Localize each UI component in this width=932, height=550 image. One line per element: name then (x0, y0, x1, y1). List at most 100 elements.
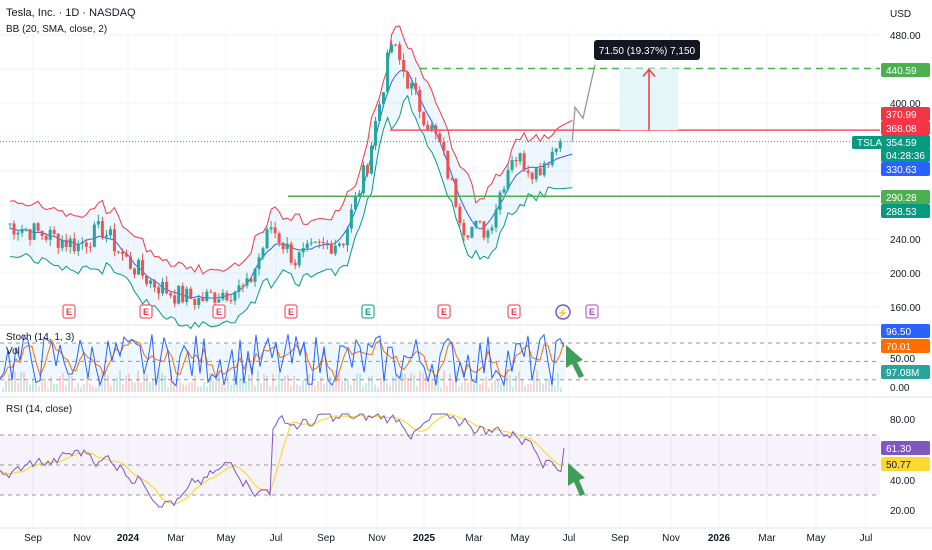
candle-body (157, 287, 161, 294)
volume-bar (425, 376, 427, 392)
volume-bar (98, 375, 100, 392)
volume-bar (68, 374, 70, 392)
rsi-label[interactable]: RSI (14, close) (6, 404, 73, 415)
candle-body (378, 104, 382, 121)
rsi-line (0, 413, 565, 508)
vol-label[interactable]: Vol (6, 346, 20, 357)
x-tick-label: May (807, 533, 826, 544)
candle-body (426, 124, 430, 130)
volume-bar (236, 381, 238, 392)
volume-bar (20, 371, 22, 392)
candle-body (56, 233, 60, 248)
volume-bar (101, 370, 103, 392)
volume-bar (29, 384, 31, 392)
candle-body (52, 229, 56, 234)
volume-bar (257, 370, 259, 392)
price-tag-bg (881, 339, 930, 353)
volume-bar (389, 385, 391, 392)
volume-bar (437, 374, 439, 392)
candle-body (229, 300, 233, 302)
candle-body (317, 241, 321, 243)
price-tag: 330.63 (881, 162, 930, 176)
volume-bar (548, 378, 550, 392)
candle-body (249, 278, 253, 282)
volume-bar (209, 372, 211, 392)
volume-bar (269, 386, 271, 392)
x-tick-label: May (217, 533, 236, 544)
candle-body (542, 163, 546, 176)
earnings-box (361, 304, 375, 319)
earnings-marker: E (507, 304, 521, 319)
volume-bar (458, 386, 460, 392)
volume-bar (224, 386, 226, 392)
x-tick-label: Nov (368, 533, 386, 544)
volume-bar (380, 377, 382, 392)
x-tick-label: 2024 (117, 533, 140, 544)
volume-bar (290, 385, 292, 392)
x-tick-label: Jul (563, 533, 576, 544)
volume-bar (284, 375, 286, 392)
rsi-price-tag: 61.30 (881, 441, 930, 455)
earnings-marker: E (212, 304, 226, 319)
candle-body (321, 242, 325, 244)
candle-body (402, 59, 406, 72)
volume-bar (86, 377, 88, 392)
price-tag-text: 70.01 (886, 342, 911, 353)
price-tag-bg (881, 441, 930, 455)
volume-bar (362, 386, 364, 392)
price-tag: 288.53 (881, 204, 930, 218)
volume-bar (200, 386, 202, 392)
candle-body (422, 111, 426, 125)
volume-bar (188, 383, 190, 392)
candle-body (534, 168, 538, 180)
candle-body (478, 221, 482, 223)
candle-body (120, 251, 124, 254)
volume-bar (77, 382, 79, 392)
volume-bar (479, 383, 481, 392)
volume-bar (491, 383, 493, 392)
volume-bar (110, 385, 112, 392)
volume-bar (401, 372, 403, 392)
y-tick-label: 40.00 (890, 476, 915, 487)
stoch-label[interactable]: Stoch (14, 1, 3) (6, 332, 75, 343)
stoch-price-tag: 96.50 (881, 324, 930, 338)
stoch-arrow (566, 345, 584, 378)
candle-body (410, 83, 414, 89)
candle-body (60, 239, 64, 248)
price-tag: 440.59 (881, 63, 930, 77)
price-tag-text: 330.63 (886, 165, 917, 176)
rsi-price-tag: 50.77 (881, 457, 930, 471)
candle-body (185, 288, 189, 303)
projection-label: 71.50 (19.37%) 7,150 (599, 46, 696, 57)
earnings-box (284, 304, 298, 319)
volume-bar (392, 376, 394, 392)
volume-bar (494, 380, 496, 392)
candle-body (205, 291, 209, 301)
bb-lower-line (9, 94, 573, 330)
volume-bar (47, 387, 49, 392)
volume-bar (194, 375, 196, 392)
volume-bar (173, 379, 175, 392)
volume-bar (83, 383, 85, 392)
volume-bar (464, 378, 466, 392)
volume-bar (263, 373, 265, 392)
volume-bar (497, 379, 499, 392)
volume-bar (560, 387, 562, 392)
candle-body (189, 288, 193, 299)
y-tick-label: 240.00 (890, 235, 921, 246)
candle-body (80, 242, 84, 244)
earnings-box (139, 304, 153, 319)
volume-bar (314, 385, 316, 392)
earnings-marker: E (585, 304, 599, 319)
candle-body (538, 168, 542, 176)
candle-body (72, 238, 76, 252)
earnings-marker: E (284, 304, 298, 319)
bb-indicator-label[interactable]: BB (20, SMA, close, 2) (6, 24, 108, 35)
event-icon: ⚡ (555, 304, 571, 320)
volume-bar (476, 375, 478, 392)
candle-body (104, 235, 108, 238)
candle-body (470, 226, 474, 238)
candle-body (526, 170, 530, 173)
volume-bar (365, 383, 367, 392)
